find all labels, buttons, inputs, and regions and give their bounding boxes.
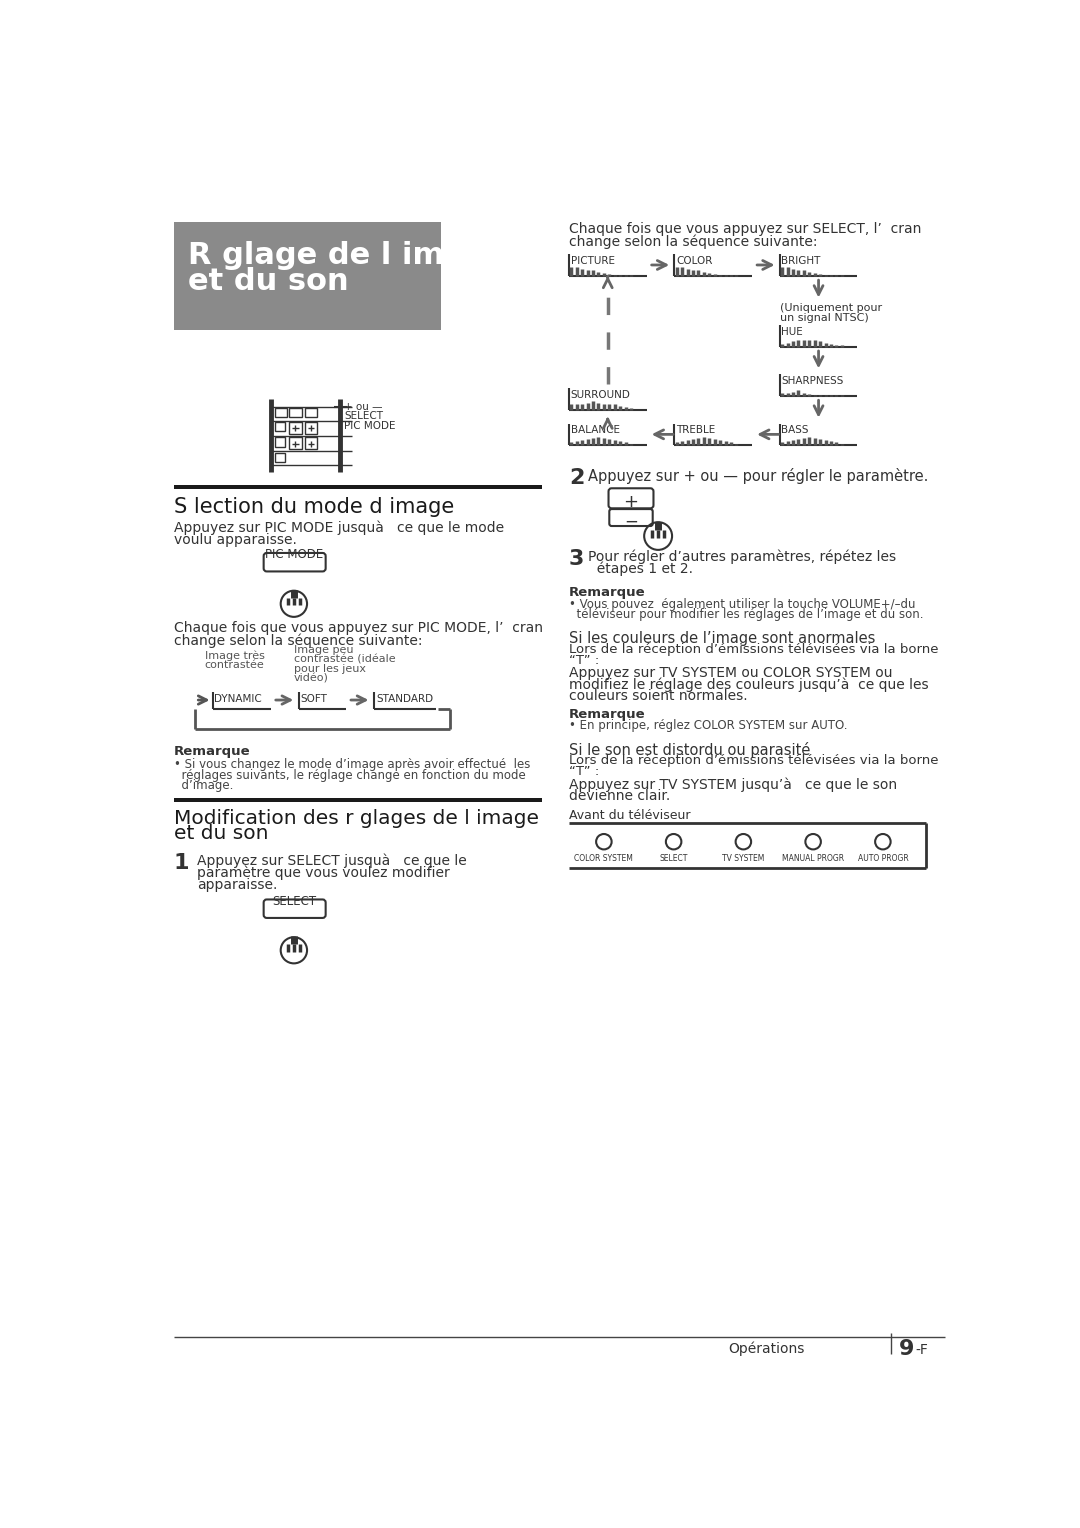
Bar	[305, 422, 318, 434]
Text: + ou —: + ou —	[345, 402, 382, 413]
Text: BALANCE: BALANCE	[570, 425, 620, 435]
Text: voulu apparaisse.: voulu apparaisse.	[174, 533, 297, 547]
Text: Appuyez sur + ou — pour régler le paramètre.: Appuyez sur + ou — pour régler le paramè…	[589, 468, 929, 484]
Text: STANDARD: STANDARD	[376, 694, 433, 704]
Text: Chaque fois que vous appuyez sur SELECT, l’  cran: Chaque fois que vous appuyez sur SELECT,…	[569, 222, 921, 235]
Text: −: −	[624, 512, 638, 530]
Text: Modification des r glages de l image: Modification des r glages de l image	[174, 808, 539, 828]
Text: 2: 2	[569, 468, 584, 489]
Text: Appuyez sur TV SYSTEM ou COLOR SYSTEM ou: Appuyez sur TV SYSTEM ou COLOR SYSTEM ou	[569, 666, 892, 680]
Text: contrastée: contrastée	[205, 660, 265, 669]
Text: COLOR SYSTEM: COLOR SYSTEM	[575, 854, 633, 863]
Text: modifiez le réglage des couleurs jusqu’à  ce que les: modifiez le réglage des couleurs jusqu’à…	[569, 678, 929, 692]
Text: Appuyez sur SELECT jusquà   ce que le: Appuyez sur SELECT jusquà ce que le	[197, 853, 467, 868]
Text: PICTURE: PICTURE	[570, 255, 615, 266]
Text: Chaque fois que vous appuyez sur PIC MODE, l’  cran: Chaque fois que vous appuyez sur PIC MOD…	[174, 620, 543, 634]
Text: Lors de la réception d’émissions télévisées via la borne: Lors de la réception d’émissions télévis…	[569, 643, 939, 656]
Text: apparaisse.: apparaisse.	[197, 879, 278, 892]
Text: Image très: Image très	[205, 651, 265, 662]
Text: Remarque: Remarque	[569, 587, 646, 599]
Bar	[305, 437, 318, 449]
Text: Si le son est distordu ou parasité: Si le son est distordu ou parasité	[569, 741, 810, 758]
Text: couleurs soient normales.: couleurs soient normales.	[569, 689, 747, 703]
Text: SOFT: SOFT	[301, 694, 327, 704]
Text: “T” :: “T” :	[569, 764, 599, 778]
Bar	[274, 422, 285, 431]
Text: PIC MODE: PIC MODE	[265, 549, 323, 561]
Text: change selon la séquence suivante:: change selon la séquence suivante:	[569, 234, 818, 249]
Text: vidéo): vidéo)	[294, 672, 328, 683]
Text: Remarque: Remarque	[569, 707, 646, 721]
Text: R glage de l image: R glage de l image	[188, 241, 507, 270]
Bar	[174, 222, 441, 330]
Text: Si les couleurs de l’image sont anormales: Si les couleurs de l’image sont anormale…	[569, 631, 876, 646]
Text: SELECT: SELECT	[345, 411, 383, 422]
Text: 9: 9	[899, 1339, 914, 1358]
Text: étapes 1 et 2.: étapes 1 et 2.	[589, 561, 693, 576]
Text: téléviseur pour modifier les réglages de l’image et du son.: téléviseur pour modifier les réglages de…	[569, 608, 923, 622]
Text: TREBLE: TREBLE	[676, 425, 715, 435]
Text: DYNAMIC: DYNAMIC	[214, 694, 261, 704]
Text: Lors de la réception d’émissions télévisées via la borne: Lors de la réception d’émissions télévis…	[569, 753, 939, 767]
Text: Appuyez sur TV SYSTEM jusqu’à   ce que le son: Appuyez sur TV SYSTEM jusqu’à ce que le …	[569, 778, 897, 792]
Text: contrastée (idéale: contrastée (idéale	[294, 654, 395, 665]
Text: paramètre que vous voulez modifier: paramètre que vous voulez modifier	[197, 865, 449, 880]
Text: réglages suivants, le réglage change en fonction du mode: réglages suivants, le réglage change en …	[174, 769, 526, 781]
Text: 3: 3	[569, 549, 584, 568]
Text: • En principe, réglez COLOR SYSTEM sur AUTO.: • En principe, réglez COLOR SYSTEM sur A…	[569, 720, 848, 732]
Bar	[289, 408, 301, 417]
Bar	[289, 422, 301, 434]
Bar	[274, 437, 285, 446]
Text: +: +	[623, 494, 638, 510]
Text: AUTO PROGR: AUTO PROGR	[858, 854, 908, 863]
Text: SELECT: SELECT	[660, 854, 688, 863]
Text: Avant du téléviseur: Avant du téléviseur	[569, 810, 690, 822]
Bar	[274, 452, 285, 461]
Text: SHARPNESS: SHARPNESS	[781, 376, 843, 387]
Text: Appuyez sur PIC MODE jusquà   ce que le mode: Appuyez sur PIC MODE jusquà ce que le mo…	[174, 521, 504, 535]
Text: MANUAL PROGR: MANUAL PROGR	[782, 854, 845, 863]
Text: PIC MODE: PIC MODE	[345, 420, 395, 431]
Text: Pour régler d’autres paramètres, répétez les: Pour régler d’autres paramètres, répétez…	[589, 549, 896, 564]
Text: • Vous pouvez  également utiliser la touche VOLUME+/–du: • Vous pouvez également utiliser la touc…	[569, 597, 916, 611]
Bar	[174, 798, 542, 802]
Text: -F: -F	[916, 1343, 929, 1357]
Bar	[274, 408, 287, 417]
Bar	[305, 408, 318, 417]
Text: • Si vous changez le mode d’image après avoir effectué  les: • Si vous changez le mode d’image après …	[174, 758, 530, 770]
Text: TV SYSTEM: TV SYSTEM	[723, 854, 765, 863]
Text: pour les jeux: pour les jeux	[294, 663, 366, 674]
Text: et du son: et du son	[188, 266, 349, 295]
Text: Opérations: Opérations	[728, 1342, 805, 1355]
Text: Image peu: Image peu	[294, 645, 353, 656]
Text: Remarque: Remarque	[174, 746, 251, 758]
Text: BRIGHT: BRIGHT	[781, 255, 821, 266]
Text: SELECT: SELECT	[272, 895, 316, 908]
Text: S lection du mode d image: S lection du mode d image	[174, 497, 454, 516]
Text: 1: 1	[174, 853, 189, 874]
Text: change selon la séquence suivante:: change selon la séquence suivante:	[174, 633, 422, 648]
Text: BASS: BASS	[781, 425, 809, 435]
Text: d’image.: d’image.	[174, 779, 233, 793]
Bar	[289, 437, 301, 449]
Text: devienne clair.: devienne clair.	[569, 788, 671, 802]
Text: COLOR: COLOR	[676, 255, 713, 266]
Text: (Uniquement pour: (Uniquement pour	[780, 304, 882, 313]
Text: “T” :: “T” :	[569, 654, 599, 666]
Text: et du son: et du son	[174, 824, 268, 843]
Text: un signal NTSC): un signal NTSC)	[780, 313, 868, 324]
Text: SURROUND: SURROUND	[570, 390, 631, 400]
Text: HUE: HUE	[781, 327, 804, 336]
Bar	[174, 486, 542, 489]
